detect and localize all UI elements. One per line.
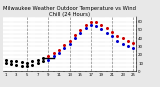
Title: Milwaukee Weather Outdoor Temperature vs Wind Chill (24 Hours): Milwaukee Weather Outdoor Temperature vs… (3, 6, 136, 17)
